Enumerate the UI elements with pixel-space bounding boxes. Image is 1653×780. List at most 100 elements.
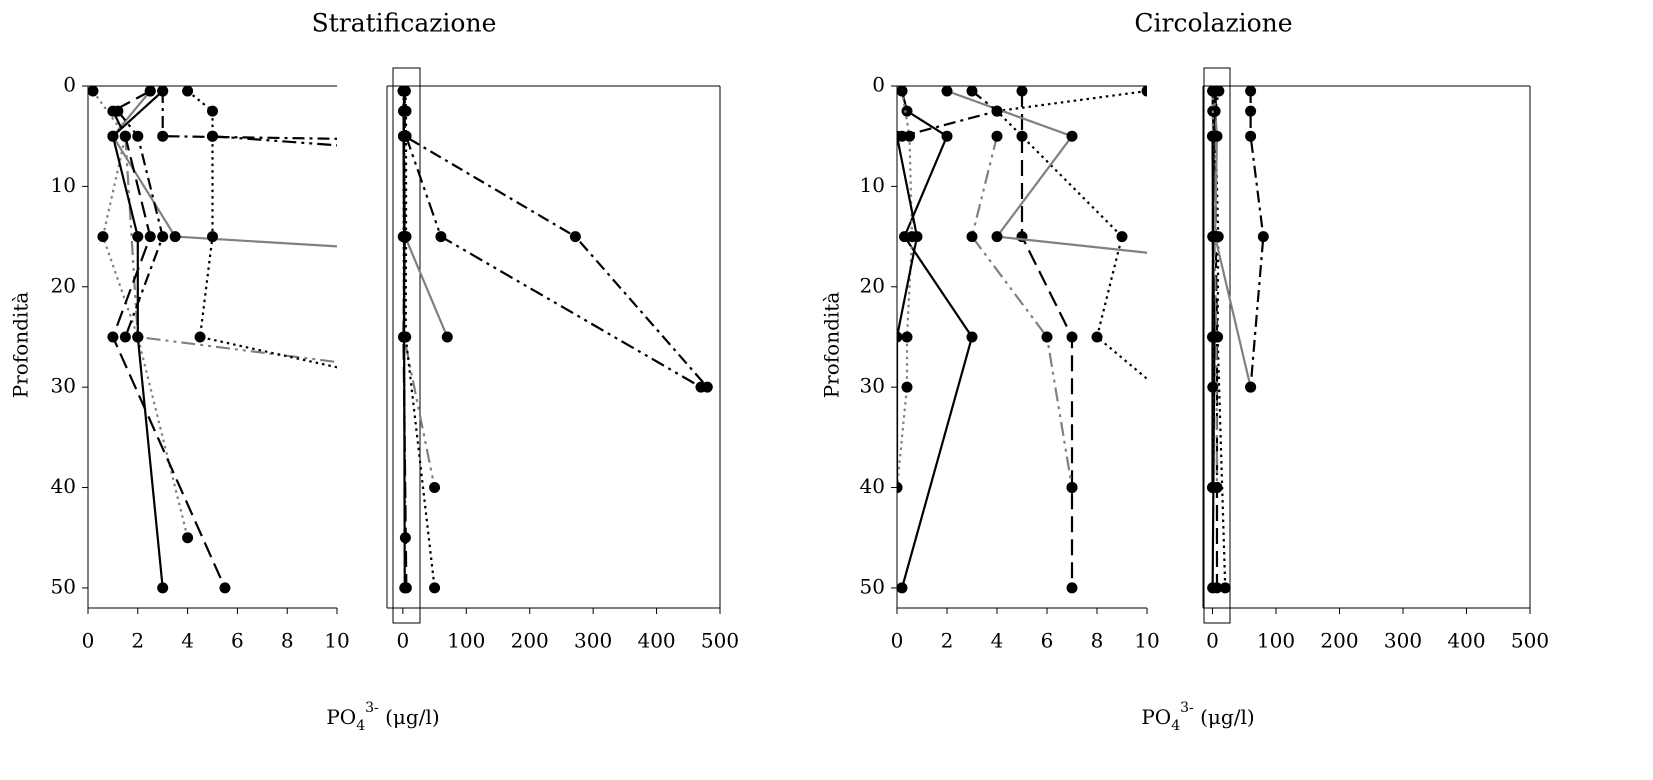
chart-title: Stratificazione — [312, 9, 497, 38]
series-line — [125, 136, 1333, 487]
x-label-unit: (μg/l) — [1194, 705, 1255, 729]
series-line — [902, 91, 972, 588]
data-point — [695, 382, 706, 393]
x-tick-label: 8 — [1091, 629, 1104, 653]
x-tick-label: 0 — [1206, 629, 1219, 653]
data-point — [1017, 131, 1028, 142]
data-point — [170, 231, 181, 242]
data-point — [219, 582, 230, 593]
data-point — [967, 231, 978, 242]
x-tick-label: 400 — [637, 629, 675, 653]
data-point — [1067, 131, 1078, 142]
y-tick-label: 10 — [860, 173, 885, 197]
data-point — [1142, 86, 1153, 97]
plot-area — [397, 86, 712, 594]
x-tick-label: 400 — [1447, 629, 1485, 653]
data-point — [1328, 582, 1339, 593]
data-point — [992, 106, 1003, 117]
x-tick-label: 2 — [941, 629, 954, 653]
data-point — [182, 532, 193, 543]
data-point — [1207, 482, 1218, 493]
y-tick-label: 40 — [51, 474, 76, 498]
plot-area — [1207, 86, 1269, 594]
data-point — [157, 131, 168, 142]
data-point — [157, 582, 168, 593]
series-line — [406, 136, 701, 387]
data-point — [904, 131, 915, 142]
data-point — [435, 231, 446, 242]
data-point — [892, 131, 903, 142]
data-point — [157, 231, 168, 242]
y-tick-label: 10 — [51, 173, 76, 197]
plot-area — [87, 86, 1653, 594]
data-point — [1245, 106, 1256, 117]
series-line — [113, 91, 1653, 337]
data-point — [1245, 382, 1256, 393]
data-point — [892, 331, 903, 342]
plot-area — [892, 86, 1653, 594]
data-point — [207, 231, 218, 242]
data-point — [429, 482, 440, 493]
x-tick-label: 200 — [1320, 629, 1358, 653]
series-line — [897, 136, 917, 487]
series-line — [213, 136, 1653, 387]
x-tick-label: 500 — [701, 629, 739, 653]
series-line — [403, 91, 447, 337]
data-point — [570, 231, 581, 242]
data-point — [1245, 86, 1256, 97]
data-point — [207, 131, 218, 142]
x-label-sup: 3- — [1180, 700, 1194, 716]
data-point — [1067, 582, 1078, 593]
data-point — [399, 131, 410, 142]
data-point — [1245, 131, 1256, 142]
data-point — [398, 106, 409, 117]
data-point — [120, 131, 131, 142]
series-line — [405, 91, 708, 387]
x-tick-label: 100 — [1257, 629, 1295, 653]
y-tick-label: 0 — [63, 73, 76, 97]
x-label-sub: 4 — [356, 718, 365, 734]
x-tick-label: 6 — [231, 629, 244, 653]
data-point — [145, 86, 156, 97]
y-axis-label: Profondità — [9, 292, 33, 399]
data-point — [902, 331, 913, 342]
data-point — [1392, 582, 1403, 593]
data-point — [1328, 482, 1339, 493]
x-label-sub: 4 — [1171, 718, 1180, 734]
data-point — [1017, 86, 1028, 97]
data-point — [132, 131, 143, 142]
data-point — [1577, 231, 1588, 242]
x-label-unit: (μg/l) — [379, 705, 440, 729]
data-point — [1067, 482, 1078, 493]
data-point — [1207, 86, 1218, 97]
data-point — [97, 231, 108, 242]
x-label-base: PO — [326, 705, 356, 729]
data-point — [967, 331, 978, 342]
data-point — [207, 106, 218, 117]
x-tick-label: 100 — [447, 629, 485, 653]
data-point — [942, 131, 953, 142]
data-point — [132, 231, 143, 242]
data-point — [132, 331, 143, 342]
series-line — [902, 91, 997, 136]
y-tick-label: 20 — [51, 273, 76, 297]
x-tick-label: 4 — [991, 629, 1004, 653]
data-point — [429, 582, 440, 593]
data-point — [399, 231, 410, 242]
chart-title: Circolazione — [1134, 9, 1292, 38]
data-point — [897, 86, 908, 97]
data-point — [195, 331, 206, 342]
y-tick-label: 0 — [872, 73, 885, 97]
data-point — [145, 231, 156, 242]
data-point — [107, 131, 118, 142]
data-point — [992, 231, 1003, 242]
data-point — [1207, 131, 1218, 142]
x-tick-label: 10 — [1134, 629, 1159, 653]
data-point — [1258, 231, 1269, 242]
data-point — [112, 106, 123, 117]
data-point — [1207, 582, 1218, 593]
data-point — [157, 86, 168, 97]
series-line — [997, 91, 1397, 588]
data-point — [87, 86, 98, 97]
